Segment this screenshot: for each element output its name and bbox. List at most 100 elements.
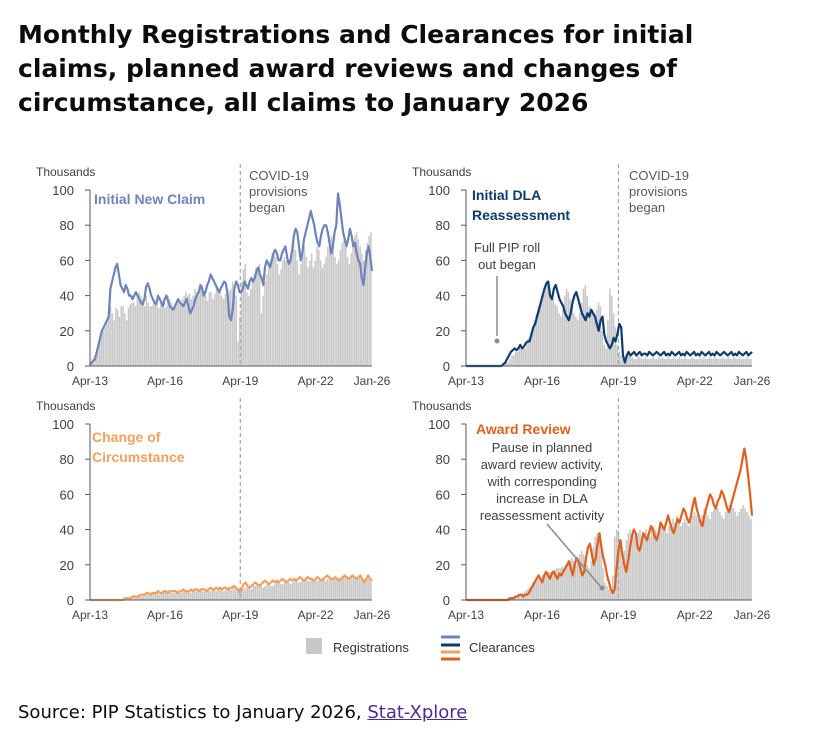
registrations-bar [167,295,169,366]
registrations-bar [660,522,663,600]
registrations-bar [131,302,133,366]
registrations-bar [541,575,544,600]
registrations-bar [97,344,99,366]
registrations-bar [152,300,155,366]
registrations-bar [516,596,519,600]
registrations-bar [148,594,151,600]
registrations-bar [644,357,647,366]
registrations-bar [578,554,581,600]
registrations-bar [718,512,721,600]
registrations-bar [269,260,272,366]
registrations-bar [158,594,161,600]
registrations-bar [699,522,702,600]
registrations-bar [611,575,614,600]
registrations-bar [742,504,744,600]
registrations-bar [536,578,538,600]
registrations-bar [746,512,748,600]
registrations-bar [309,580,311,600]
registrations-bar [113,320,115,366]
registrations-bar [588,568,591,600]
registrations-bar [104,327,106,366]
registrations-bar [203,290,205,366]
registrations-bar [330,235,333,366]
registrations-bar [174,302,176,366]
registrations-bar [691,515,694,600]
registrations-bar [610,295,613,366]
registrations-bar [503,364,506,366]
registrations-bar [142,299,144,366]
registrations-bar [213,589,216,600]
registrations-bar [158,307,160,366]
registrations-bar [242,269,245,366]
registrations-bar [654,529,657,600]
registrations-bar [563,568,565,600]
registrations-bar [689,519,692,600]
registrations-bar [168,592,170,600]
y-tick-label: 0 [443,359,450,374]
registrations-bar [350,253,352,366]
registrations-bar [309,260,311,366]
registrations-bar [292,242,295,366]
registrations-bar [285,582,288,600]
registrations-bar [748,515,750,600]
y-tick-label: 0 [67,359,74,374]
registrations-bar [733,357,735,366]
registrations-bar [637,533,639,600]
registrations-bar [744,508,746,600]
registrations-bar [185,292,187,366]
registrations-bar [680,526,682,600]
registrations-bar [582,288,585,366]
registrations-bar [246,587,249,600]
registrations-bar [262,587,264,600]
registrations-bar [547,571,550,600]
registrations-bar [275,256,277,366]
annotation-text: award review activity, [481,457,604,472]
registrations-bar [325,256,327,366]
registrations-bar [539,577,542,600]
registrations-bar [201,285,203,366]
stat-xplore-link[interactable]: Stat-Xplore [367,702,468,723]
registrations-bar [357,239,360,366]
registrations-bar [594,536,597,600]
registrations-bar [580,302,583,366]
registrations-bar [676,358,679,366]
registrations-bar [246,292,248,366]
registrations-bar [111,313,114,366]
registrations-bar [509,358,511,366]
registrations-bar [713,508,715,600]
x-tick-label: Jan-26 [734,374,771,388]
covid-label: COVID-19 [629,168,689,183]
registrations-bar [193,591,196,600]
registrations-bar [600,547,602,600]
x-tick-label: Apr-13 [448,608,484,622]
registrations-bar [154,302,157,366]
registrations-bar [267,267,270,366]
registrations-bar [100,334,103,366]
registrations-bar [552,299,555,366]
registrations-bar [231,281,234,366]
registrations-bar [507,362,509,366]
registrations-bar [189,592,192,600]
registrations-bar [257,269,259,366]
registrations-bar [614,327,617,366]
registrations-bar [644,529,647,600]
registrations-bar [125,320,128,366]
registrations-bar [695,358,698,366]
registrations-bar [299,582,302,600]
registrations-bar [532,582,534,600]
registrations-bar [604,582,606,600]
registrations-bar [363,260,365,366]
registrations-bar [328,239,331,366]
registrations-bar [674,522,676,600]
x-tick-label: Jan-26 [354,608,391,622]
registrations-bar [291,582,294,600]
registrations-bar [665,358,668,366]
registrations-bar [704,358,707,366]
y-tick-label: 0 [443,593,450,608]
registrations-bar [368,578,370,600]
y-tick-label: 20 [436,324,450,339]
registrations-bar [268,584,270,600]
registrations-bar [343,239,345,366]
registrations-bar [235,295,237,366]
registrations-bar [662,526,665,600]
